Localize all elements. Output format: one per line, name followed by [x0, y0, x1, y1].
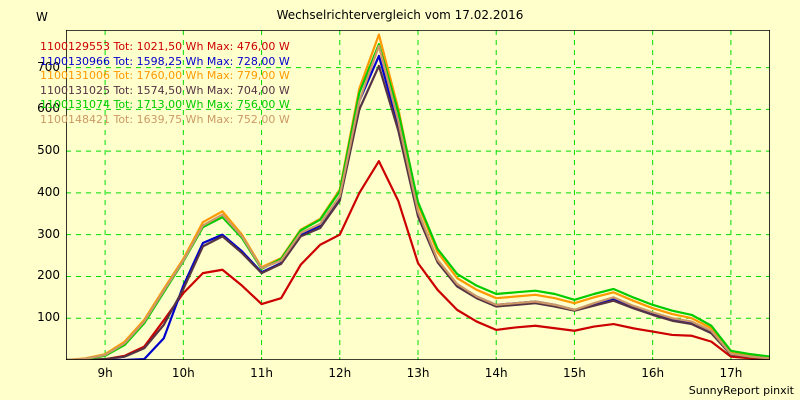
legend-item-label: 1100131025 Tot: 1574,50 Wh Max: 704,00 W — [40, 83, 290, 97]
y-axis-unit-label: W — [36, 10, 48, 24]
y-axis-tick-label: 100 — [37, 310, 60, 325]
page-title: Wechselrichtervergleich vom 17.02.2016 — [276, 8, 524, 22]
footer-credit: SunnyReport pinxit — [688, 384, 794, 397]
legend-item: 1100131074 Tot: 1713,00 Wh Max: 756,00 W — [40, 98, 290, 113]
x-axis-tick-label: 9h — [97, 366, 113, 380]
chart-svg — [66, 30, 770, 360]
legend-item-label: 1100129553 Tot: 1021,50 Wh Max: 476,00 W — [40, 40, 290, 53]
y-axis-tick-label: 700 — [37, 59, 60, 74]
legend-item: 1100129553 Tot: 1021,50 Wh Max: 476,00 W — [40, 40, 290, 55]
legend-item: 1100131006 Tot: 1760,00 Wh Max: 779,00 W — [40, 69, 290, 84]
legend-item-label: 1100130966 Tot: 1598,25 Wh Max: 728,00 W — [40, 54, 290, 68]
x-axis-tick-label: 13h — [406, 366, 430, 380]
y-axis-tick-label: 300 — [37, 226, 60, 241]
x-axis-tick-label: 14h — [484, 366, 508, 380]
legend-item-label: 1100131006 Tot: 1760,00 Wh Max: 779,00 W — [40, 69, 290, 83]
x-axis-tick-label: 10h — [171, 366, 195, 380]
legend-item-label: 1100148421 Tot: 1639,75 Wh Max: 752,00 W — [40, 112, 290, 126]
y-axis-tick-label: 500 — [37, 143, 60, 158]
legend-item: 1100148421 Tot: 1639,75 Wh Max: 752,00 W — [40, 113, 290, 128]
plot-area — [66, 30, 770, 360]
legend-item-label: 1100131074 Tot: 1713,00 Wh Max: 756,00 W — [40, 98, 290, 112]
x-axis-tick-label: 12h — [328, 366, 352, 380]
x-axis-tick-label: 15h — [563, 366, 586, 380]
series-line-1100148421 — [66, 44, 770, 360]
legend-item: 1100131025 Tot: 1574,50 Wh Max: 704,00 W — [40, 84, 290, 99]
y-axis-tick-label: 400 — [37, 184, 60, 199]
x-axis-tick-label: 16h — [641, 366, 665, 380]
chart-legend: 1100129553 Tot: 1021,50 Wh Max: 476,00 W… — [40, 40, 290, 128]
x-axis-tick-label: 11h — [250, 366, 273, 380]
x-axis-tick-label: 17h — [719, 366, 743, 380]
legend-item: 1100130966 Tot: 1598,25 Wh Max: 728,00 W — [40, 55, 290, 70]
y-axis-tick-label: 600 — [37, 101, 60, 116]
y-axis-tick-label: 200 — [37, 268, 60, 283]
series-line-1100129553 — [66, 160, 770, 360]
series-line-1100131025 — [66, 64, 770, 360]
